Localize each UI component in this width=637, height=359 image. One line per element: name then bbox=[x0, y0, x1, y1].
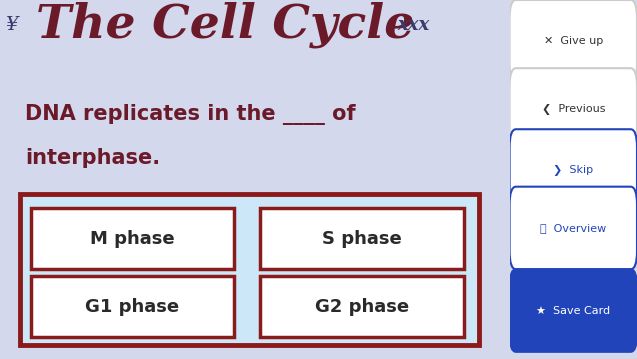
FancyBboxPatch shape bbox=[260, 208, 464, 269]
Text: ❯  Skip: ❯ Skip bbox=[554, 165, 593, 176]
Text: S phase: S phase bbox=[322, 230, 402, 248]
FancyBboxPatch shape bbox=[31, 276, 234, 337]
Text: ★  Save Card: ★ Save Card bbox=[536, 306, 610, 316]
Text: interphase.: interphase. bbox=[25, 148, 161, 168]
FancyBboxPatch shape bbox=[510, 269, 637, 352]
Text: 🔍  Overview: 🔍 Overview bbox=[540, 223, 606, 233]
FancyBboxPatch shape bbox=[31, 208, 234, 269]
FancyBboxPatch shape bbox=[510, 187, 637, 269]
Text: The Cell Cycle: The Cell Cycle bbox=[36, 2, 414, 48]
Text: ❮  Previous: ❮ Previous bbox=[541, 104, 605, 115]
FancyBboxPatch shape bbox=[510, 0, 637, 83]
FancyBboxPatch shape bbox=[260, 276, 464, 337]
Text: ¥: ¥ bbox=[5, 16, 17, 34]
Text: xxx: xxx bbox=[397, 16, 430, 34]
Text: M phase: M phase bbox=[90, 230, 175, 248]
Text: ✕  Give up: ✕ Give up bbox=[543, 36, 603, 46]
Text: DNA replicates in the ____ of: DNA replicates in the ____ of bbox=[25, 104, 356, 125]
FancyBboxPatch shape bbox=[510, 129, 637, 212]
Text: G1 phase: G1 phase bbox=[85, 298, 180, 316]
Text: G2 phase: G2 phase bbox=[315, 298, 409, 316]
FancyBboxPatch shape bbox=[20, 194, 479, 345]
FancyBboxPatch shape bbox=[510, 68, 637, 151]
